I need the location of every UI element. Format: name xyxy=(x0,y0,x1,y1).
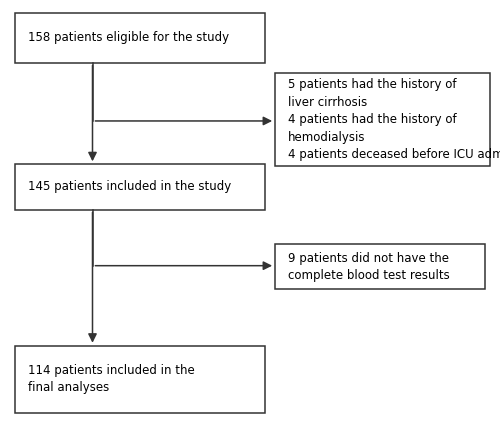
Text: 5 patients had the history of
liver cirrhosis
4 patients had the history of
hemo: 5 patients had the history of liver cirr… xyxy=(288,78,500,162)
Text: 145 patients included in the study: 145 patients included in the study xyxy=(28,180,231,194)
Text: 114 patients included in the
final analyses: 114 patients included in the final analy… xyxy=(28,364,194,394)
Bar xyxy=(275,73,490,166)
Bar xyxy=(275,244,485,289)
Bar xyxy=(15,164,265,210)
Bar xyxy=(15,346,265,413)
Text: 9 patients did not have the
complete blood test results: 9 patients did not have the complete blo… xyxy=(288,251,450,282)
Text: 158 patients eligible for the study: 158 patients eligible for the study xyxy=(28,31,228,44)
Bar xyxy=(15,13,265,63)
